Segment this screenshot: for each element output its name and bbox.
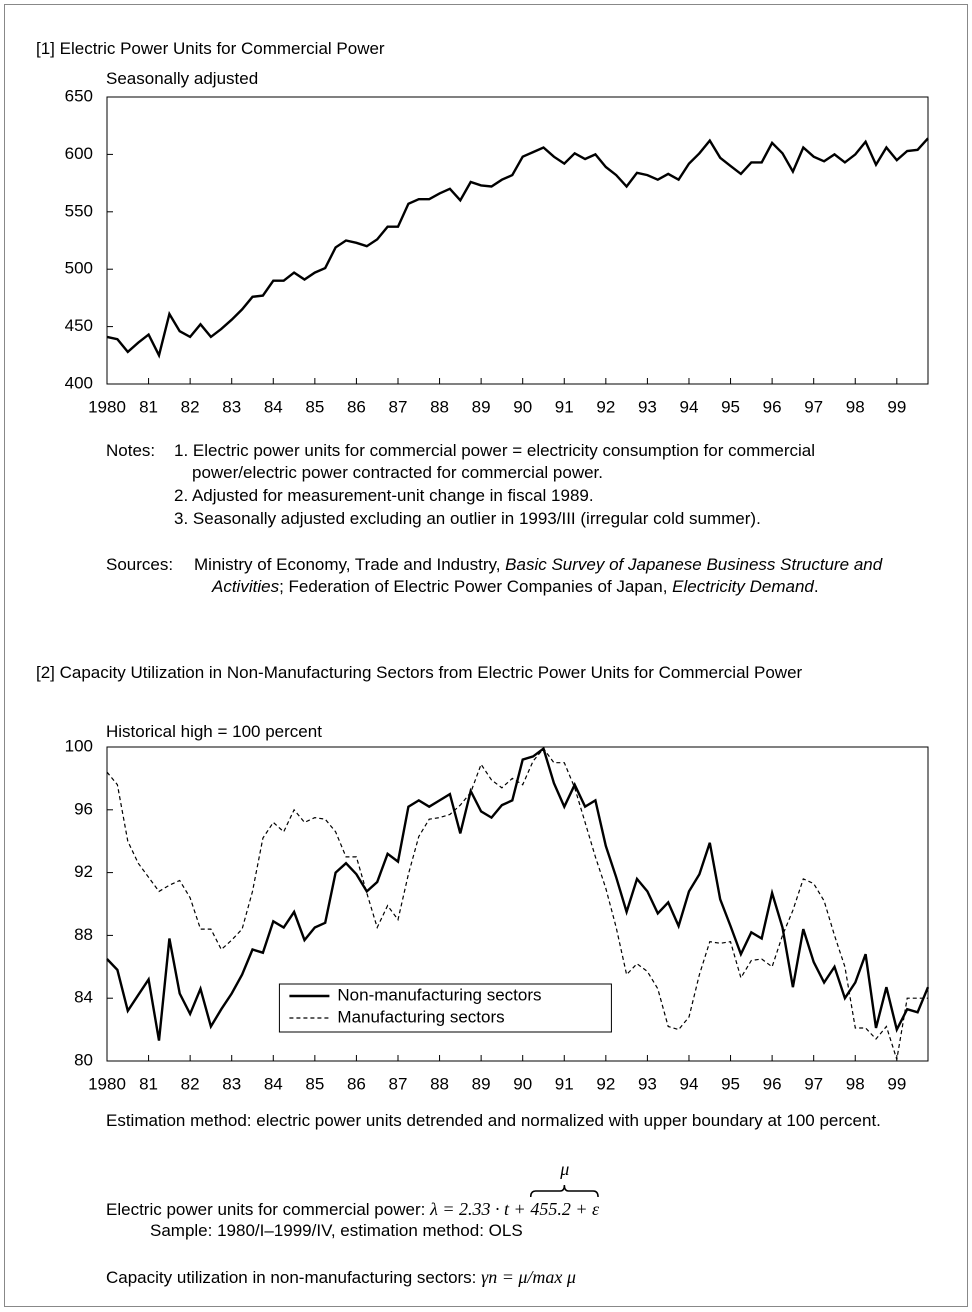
chart-title: [1] Electric Power Units for Commercial … [36, 39, 385, 58]
y-tick-label: 88 [74, 925, 93, 944]
sample: Sample: 1980/I–1999/IV, estimation metho… [150, 1221, 523, 1240]
x-tick-label: 85 [305, 1074, 324, 1093]
sources: Ministry of Economy, Trade and Industry,… [194, 554, 917, 598]
x-tick-label: 89 [472, 1074, 491, 1093]
data-line [106, 137, 929, 359]
x-tick-label: 86 [347, 1074, 366, 1093]
y-tick-label: 84 [74, 988, 93, 1007]
x-tick-label: 92 [596, 397, 615, 416]
legend-label: Manufacturing sectors [337, 1007, 504, 1026]
x-tick-label: 87 [389, 397, 408, 416]
formula: Electric power units for commercial powe… [106, 1159, 600, 1221]
source-segment: Basic Survey of Japanese Business Struct… [212, 555, 883, 596]
x-tick-label: 90 [513, 1074, 532, 1093]
x-tick-label: 90 [513, 397, 532, 416]
x-tick-label: 99 [887, 397, 906, 416]
utilization-expression: γn = μ/max μ [481, 1267, 576, 1287]
notes-label: Notes: [106, 441, 156, 460]
overbrace [530, 1184, 599, 1198]
source-segment: ; Federation of Electric Power Companies… [279, 577, 673, 596]
source-segment: Electricity Demand [672, 577, 814, 596]
y-tick-label: 650 [65, 86, 93, 105]
y-tick-label: 550 [65, 201, 93, 220]
x-tick-label: 1980 [88, 397, 126, 416]
x-tick-label: 96 [763, 397, 782, 416]
frame [4, 4, 968, 1307]
x-tick-label: 98 [846, 397, 865, 416]
x-tick-label: 99 [887, 1074, 906, 1093]
formula-expression: λ = 2.33 · t + [430, 1199, 526, 1219]
braced-term: μ 455.2 + ε [530, 1159, 600, 1221]
x-tick-label: 93 [638, 397, 657, 416]
x-tick-label: 84 [264, 397, 283, 416]
y-tick-label: 450 [65, 316, 93, 335]
note: 2. Adjusted for measurement-unit change … [174, 486, 594, 505]
x-tick-label: 82 [181, 1074, 200, 1093]
x-tick-label: 89 [472, 397, 491, 416]
utilization: Capacity utilization in non-manufacturin… [106, 1266, 576, 1289]
x-tick-label: 94 [680, 1074, 699, 1093]
x-tick-label: 88 [430, 1074, 449, 1093]
x-tick-label: 96 [763, 1074, 782, 1093]
note: 1. Electric power units for commercial p… [174, 441, 816, 482]
x-tick-label: 84 [264, 1074, 283, 1093]
x-tick-label: 86 [347, 397, 366, 416]
x-tick-label: 91 [555, 397, 574, 416]
estimation-method: Estimation method: electric power units … [106, 1111, 881, 1130]
sources-label: Sources: [106, 555, 174, 574]
x-tick-label: 83 [222, 397, 241, 416]
legend-box [278, 983, 612, 1033]
x-tick-label: 97 [804, 397, 823, 416]
note: 3. Seasonally adjusted excluding an outl… [174, 509, 761, 528]
x-tick-label: 88 [430, 397, 449, 416]
x-tick-label: 91 [555, 1074, 574, 1093]
x-tick-label: 85 [305, 397, 324, 416]
x-tick-label: 81 [139, 397, 158, 416]
y-tick-label: 100 [65, 736, 93, 755]
source-segment: Ministry of Economy, Trade and Industry, [194, 555, 506, 574]
x-tick-label: 83 [222, 1074, 241, 1093]
x-tick-label: 97 [804, 1074, 823, 1093]
x-tick-label: 98 [846, 1074, 865, 1093]
chart-subtitle: Seasonally adjusted [106, 69, 259, 88]
plot-area [106, 96, 929, 385]
formula-label: Electric power units for commercial powe… [106, 1200, 426, 1219]
legend-label: Non-manufacturing sectors [337, 985, 541, 1004]
source-segment: . [813, 577, 819, 596]
y-tick-label: 600 [65, 144, 93, 163]
brace-label: μ [560, 1159, 570, 1179]
x-tick-label: 82 [181, 397, 200, 416]
x-tick-label: 93 [638, 1074, 657, 1093]
x-tick-label: 95 [721, 1074, 740, 1093]
x-tick-label: 1980 [88, 1074, 126, 1093]
x-tick-label: 94 [680, 397, 699, 416]
x-tick-label: 92 [596, 1074, 615, 1093]
y-tick-label: 500 [65, 259, 93, 278]
y-tick-label: 92 [74, 862, 93, 881]
x-tick-label: 87 [389, 1074, 408, 1093]
x-tick-label: 81 [139, 1074, 158, 1093]
y-tick-label: 96 [74, 799, 93, 818]
x-tick-label: 95 [721, 397, 740, 416]
plot-area [106, 746, 929, 1062]
chart-subtitle: Historical high = 100 percent [106, 722, 322, 741]
data-line [106, 747, 928, 1060]
utilization-label: Capacity utilization in non-manufacturin… [106, 1268, 477, 1287]
y-tick-label: 80 [74, 1050, 93, 1069]
chart-title: [2] Capacity Utilization in Non-Manufact… [36, 663, 803, 682]
y-tick-label: 400 [65, 373, 93, 392]
data-line [106, 746, 930, 1041]
braced-expression: 455.2 + ε [530, 1199, 600, 1219]
